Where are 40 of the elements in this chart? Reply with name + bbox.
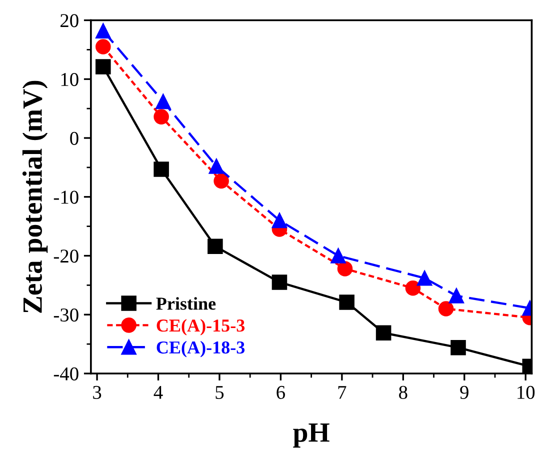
point bbox=[208, 158, 224, 174]
y-tick-label: 20 bbox=[60, 14, 78, 28]
point bbox=[337, 261, 353, 276]
point bbox=[330, 248, 346, 264]
x-axis-title: pH bbox=[293, 423, 330, 448]
x-tick-label: 8 bbox=[399, 386, 408, 399]
x-tick-label: 6 bbox=[276, 386, 285, 399]
x-tick-label: 3 bbox=[93, 386, 102, 399]
y-tick-label: -40 bbox=[54, 367, 78, 380]
point bbox=[416, 270, 432, 286]
legend-label: Pristine bbox=[156, 297, 216, 310]
point bbox=[154, 162, 169, 177]
point bbox=[208, 238, 223, 254]
legend-label: CE(A)-15-3 bbox=[156, 318, 245, 336]
point bbox=[405, 280, 421, 296]
y-tick-label: -10 bbox=[54, 190, 78, 204]
y-tick-label: 0 bbox=[70, 132, 78, 145]
point bbox=[450, 340, 466, 356]
y-axis-title: Zeta potential (mV) bbox=[22, 80, 48, 313]
x-tick-label: 7 bbox=[338, 386, 346, 399]
point bbox=[96, 23, 111, 38]
y-tick-label: 10 bbox=[61, 72, 78, 86]
y-tick-label: -30 bbox=[54, 308, 78, 322]
y-tick-label: -20 bbox=[54, 250, 78, 263]
point bbox=[376, 325, 392, 341]
point bbox=[272, 274, 288, 290]
point bbox=[272, 212, 288, 228]
x-tick-label: 9 bbox=[460, 386, 468, 399]
x-tick-label: 10 bbox=[518, 386, 535, 399]
point bbox=[156, 94, 171, 110]
point bbox=[438, 301, 454, 316]
point bbox=[214, 173, 229, 189]
point bbox=[96, 59, 111, 74]
x-tick-label: 5 bbox=[216, 386, 224, 399]
point bbox=[339, 294, 354, 310]
point bbox=[448, 288, 464, 304]
point bbox=[96, 39, 111, 54]
point bbox=[154, 109, 169, 124]
legend-label: CE(A)-18-3 bbox=[156, 340, 245, 358]
x-tick-label: 4 bbox=[154, 386, 163, 399]
